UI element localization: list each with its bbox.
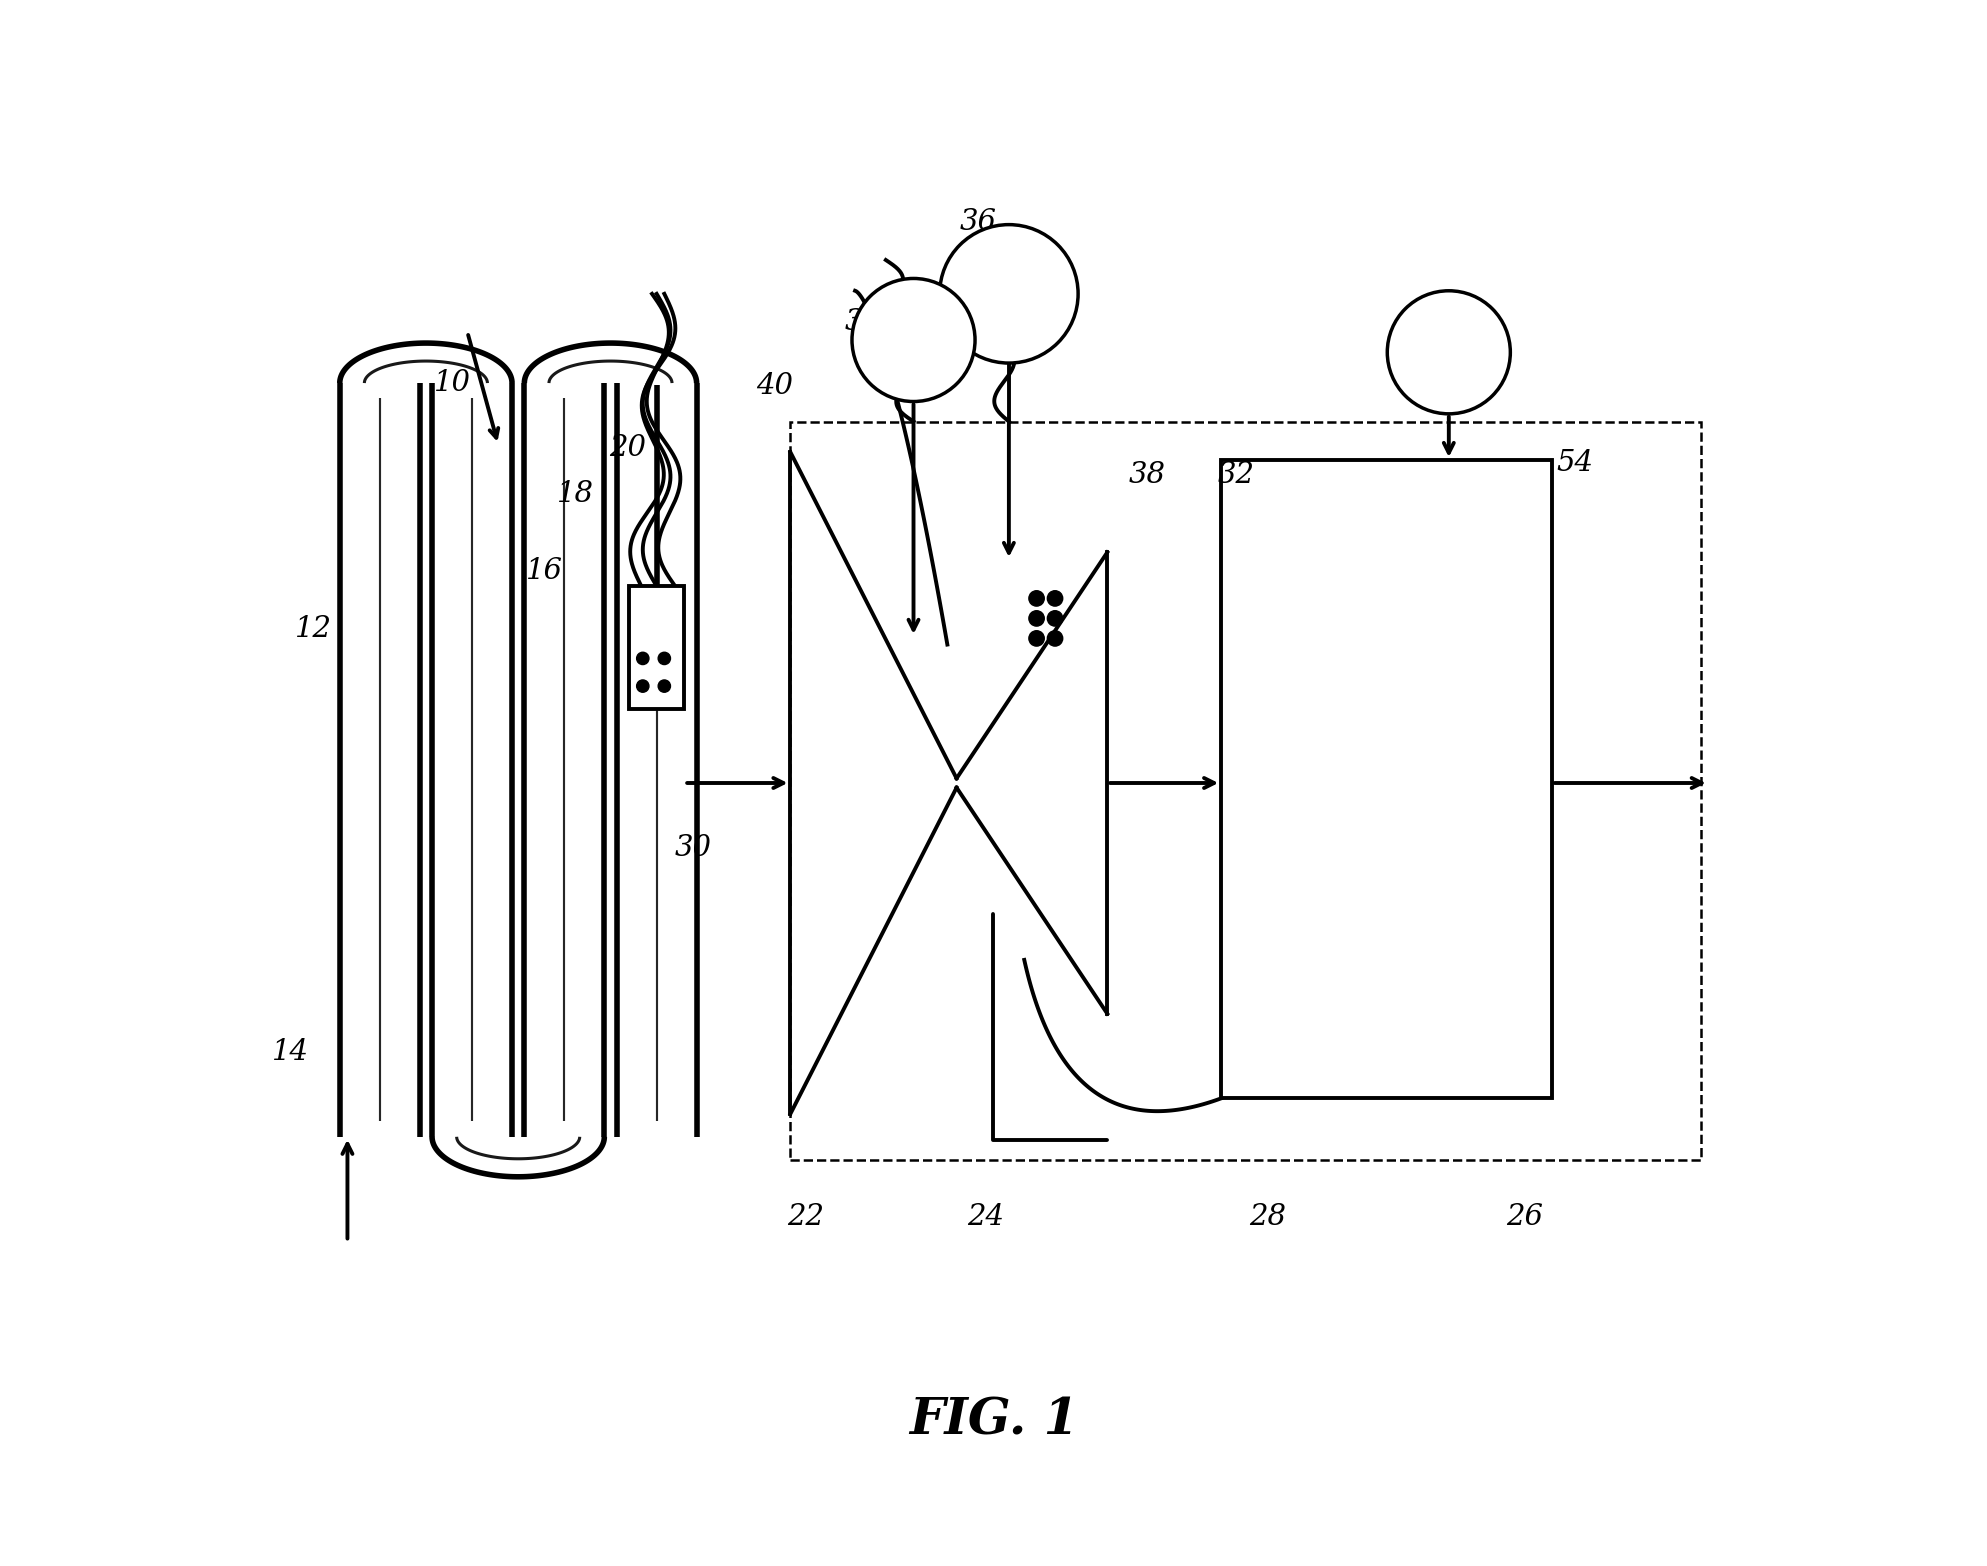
Text: 14: 14 (272, 1038, 310, 1066)
Text: FIG. 1: FIG. 1 (908, 1397, 1079, 1445)
Text: 40: 40 (757, 373, 793, 401)
Bar (791, 421, 1701, 1160)
Text: 28: 28 (1248, 1203, 1286, 1231)
Text: 38: 38 (1129, 462, 1166, 489)
Circle shape (636, 653, 650, 664)
Circle shape (1029, 590, 1045, 606)
Circle shape (636, 680, 650, 692)
Text: 24: 24 (968, 1203, 1003, 1231)
Text: 30: 30 (676, 833, 711, 861)
Text: 10: 10 (433, 370, 471, 398)
Text: 20: 20 (608, 434, 646, 462)
Text: 32: 32 (1218, 462, 1256, 489)
Text: 52: 52 (1433, 357, 1470, 385)
Circle shape (1047, 611, 1063, 626)
Circle shape (852, 279, 976, 401)
Circle shape (1387, 291, 1510, 413)
Text: 36: 36 (960, 208, 997, 235)
Bar (1222, 460, 1552, 1098)
Circle shape (1047, 590, 1063, 606)
Text: 18: 18 (556, 479, 594, 507)
Circle shape (940, 224, 1079, 363)
Circle shape (1047, 631, 1063, 647)
Circle shape (1029, 611, 1045, 626)
Text: 16: 16 (527, 557, 562, 584)
Bar (630, 586, 684, 709)
Text: 12: 12 (296, 615, 332, 644)
Circle shape (658, 680, 670, 692)
Circle shape (1029, 631, 1045, 647)
Text: 26: 26 (1506, 1203, 1542, 1231)
Text: 54: 54 (1556, 449, 1594, 478)
Circle shape (658, 653, 670, 664)
Text: 22: 22 (787, 1203, 825, 1231)
Text: 34: 34 (844, 307, 882, 335)
